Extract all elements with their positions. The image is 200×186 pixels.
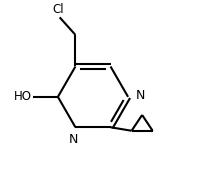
Text: N: N	[69, 133, 78, 145]
Text: N: N	[136, 89, 145, 102]
Text: Cl: Cl	[52, 3, 64, 16]
Text: HO: HO	[14, 90, 32, 103]
